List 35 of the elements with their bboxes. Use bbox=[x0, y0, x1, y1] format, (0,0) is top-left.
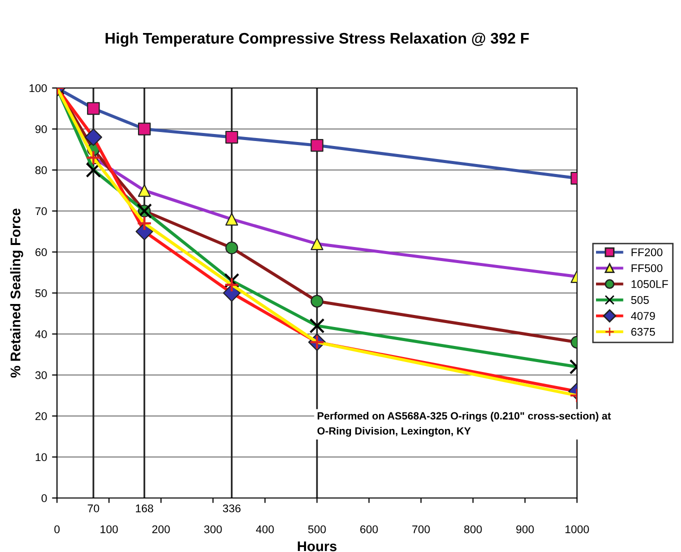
x-tick-label: 300 bbox=[204, 525, 222, 534]
legend-label: FF200 bbox=[632, 248, 662, 256]
annotation: Performed on AS568A-325 O-rings (0.210" cross-section) at O-Ring Division, Lexington, KY bbox=[317, 412, 611, 437]
legend-label: 505 bbox=[631, 296, 649, 304]
y-tick-label: 30 bbox=[35, 371, 47, 380]
x-tick-label: 100 bbox=[100, 525, 118, 534]
y-tick-label: 0 bbox=[42, 494, 47, 502]
ref-line-label: 336 bbox=[222, 504, 240, 512]
x-axis-title: Hours bbox=[298, 542, 336, 552]
x-tick-label: 400 bbox=[256, 525, 274, 534]
y-tick-label: 80 bbox=[35, 166, 47, 174]
x-tick-label: 800 bbox=[464, 525, 482, 534]
x-tick-label: 0 bbox=[54, 525, 60, 534]
y-tick-label: 70 bbox=[35, 207, 47, 216]
legend-label: 4079 bbox=[630, 312, 655, 320]
legend-label: 1050LF bbox=[632, 280, 668, 288]
y-tick-label: 60 bbox=[35, 248, 47, 256]
legend-label: 6375 bbox=[631, 328, 655, 336]
x-tick-label: 700 bbox=[412, 525, 430, 534]
x-tick-label: 1000 bbox=[565, 525, 589, 534]
y-tick-label: 10 bbox=[36, 453, 47, 462]
x-tick-label: 900 bbox=[516, 525, 534, 534]
y-tick-label: 100 bbox=[30, 84, 47, 92]
chart-title: High Temperature Compressive Stress Relaxation @ 392 F bbox=[106, 32, 529, 47]
y-tick-label: 50 bbox=[35, 289, 47, 298]
ref-line-label: 70 bbox=[88, 504, 100, 512]
legend-label: FF500 bbox=[632, 264, 662, 272]
y-tick-label: 90 bbox=[35, 125, 47, 134]
x-tick-label: 600 bbox=[360, 525, 378, 534]
x-tick-label: 200 bbox=[152, 525, 170, 534]
x-tick-label: 500 bbox=[308, 525, 326, 534]
ref-line-label: 168 bbox=[136, 504, 154, 512]
y-tick-label: 40 bbox=[35, 330, 47, 338]
y-axis-title: % Retained Sealing Force bbox=[10, 208, 24, 378]
y-tick-label: 20 bbox=[35, 412, 47, 420]
